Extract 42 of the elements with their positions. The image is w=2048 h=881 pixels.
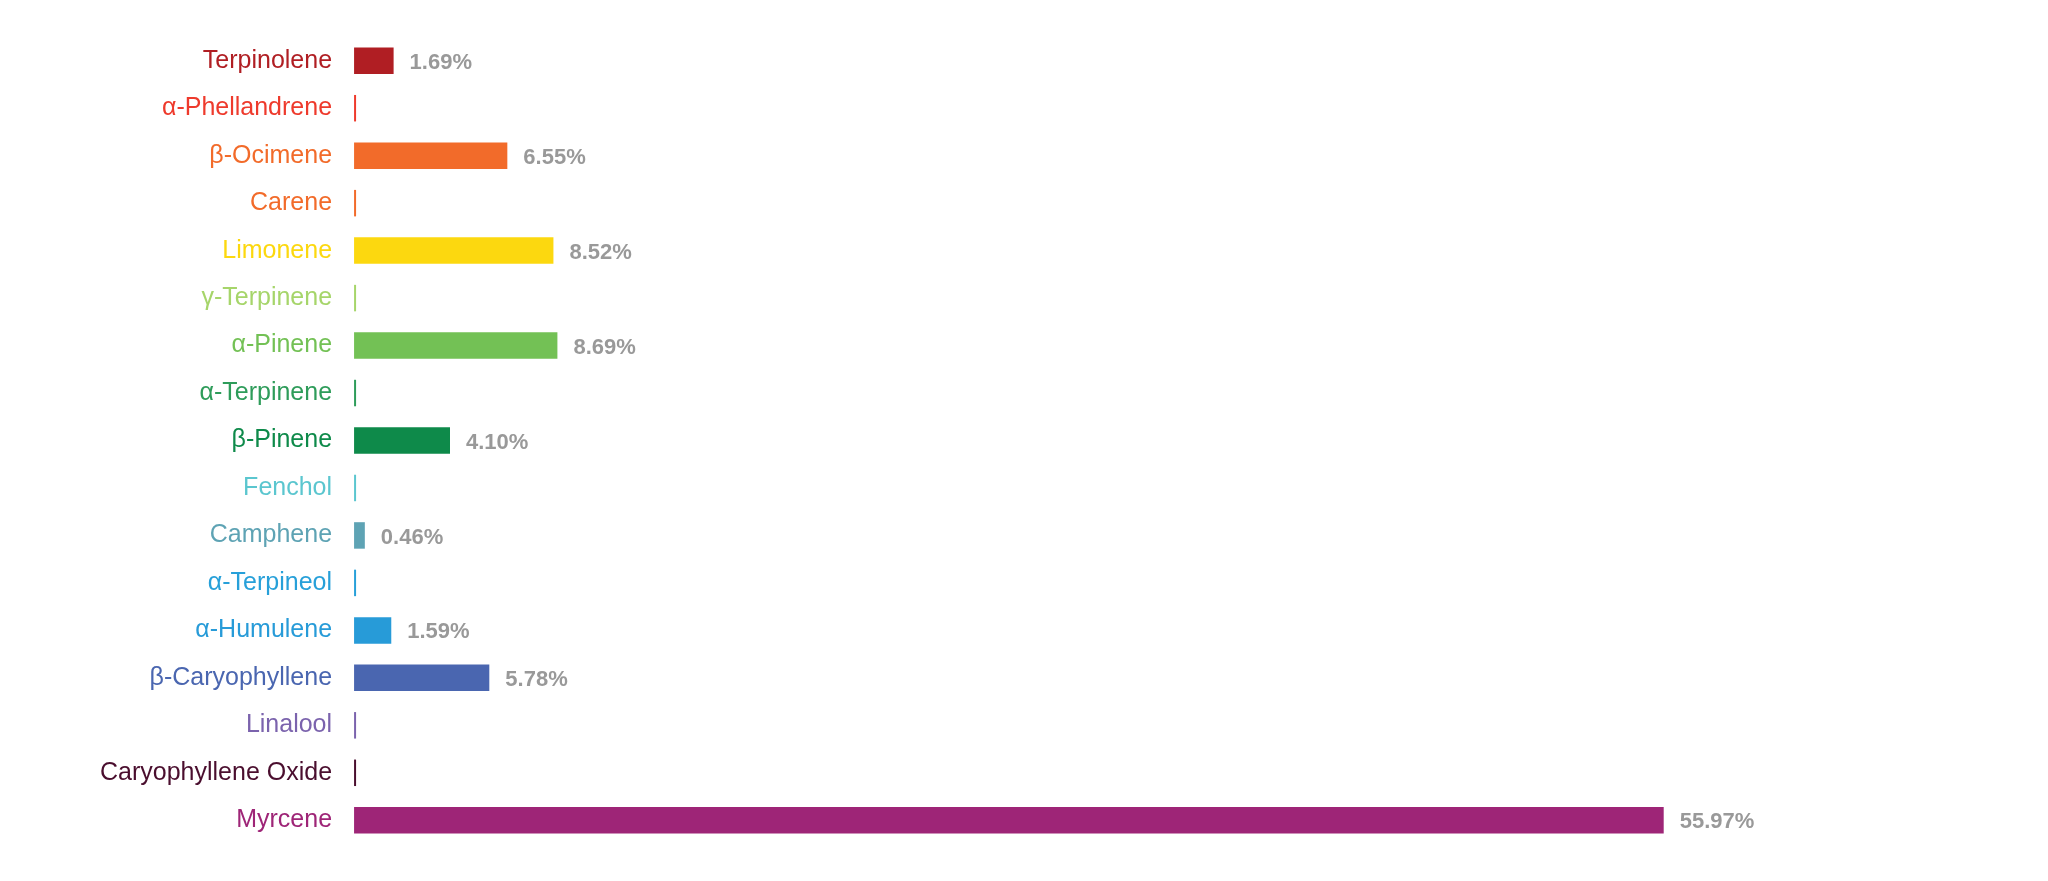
y-tick-label: Terpinolene — [202, 44, 333, 73]
y-tick-label: α-Humulene — [195, 614, 333, 643]
y-tick-label: α-Pinene — [231, 329, 333, 358]
bar — [354, 522, 365, 549]
data-label: 6.55% — [523, 143, 586, 169]
data-label: 1.59% — [407, 618, 470, 644]
data-label: 55.97% — [1679, 808, 1755, 834]
data-label: 8.52% — [569, 238, 632, 264]
y-tick-label: Carene — [250, 187, 333, 216]
y-tick-label: β-Ocimene — [209, 139, 333, 168]
bar — [354, 284, 357, 312]
bar — [354, 807, 1664, 834]
data-label: 4.10% — [466, 428, 529, 454]
y-tick-label: α-Terpinene — [199, 376, 333, 405]
bar — [354, 237, 554, 264]
y-tick-label: γ-Terpinene — [201, 281, 333, 310]
bar — [354, 94, 357, 122]
bar — [354, 189, 357, 217]
bar — [354, 712, 357, 739]
y-tick-label: Caryophyllene Oxide — [99, 756, 333, 785]
y-tick-label: Fenchol — [243, 471, 333, 500]
bar — [354, 142, 508, 169]
y-tick-label: Myrcene — [236, 804, 333, 833]
bar — [354, 474, 357, 502]
y-tick-label: α-Terpineol — [207, 566, 333, 595]
y-tick-label: β-Pinene — [231, 424, 333, 453]
y-tick-label: α-Phellandrene — [161, 92, 333, 121]
bar — [354, 569, 357, 597]
bar — [354, 427, 450, 454]
data-label: 1.69% — [409, 48, 472, 74]
bar — [354, 379, 357, 407]
bar — [354, 617, 392, 644]
bar — [354, 332, 558, 359]
bar — [354, 47, 394, 74]
data-label: 0.46% — [380, 523, 444, 549]
y-tick-label: Linalool — [245, 709, 333, 738]
y-tick-label: Camphene — [209, 519, 333, 548]
data-label: 8.69% — [573, 333, 636, 359]
bar — [354, 664, 490, 692]
y-tick-label: β-Caryophyllene — [149, 661, 333, 690]
data-label: 5.78% — [505, 665, 568, 691]
y-tick-label: Limonene — [222, 234, 333, 263]
